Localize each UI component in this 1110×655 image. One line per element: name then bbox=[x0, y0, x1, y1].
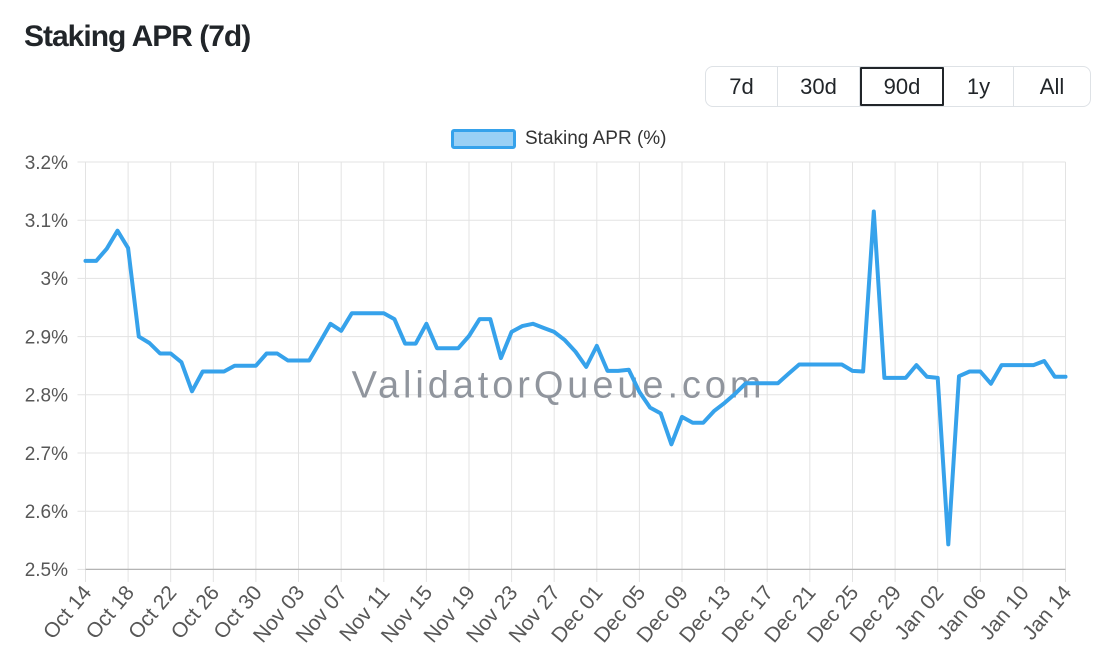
svg-text:2.5%: 2.5% bbox=[25, 560, 68, 581]
svg-text:2.9%: 2.9% bbox=[25, 327, 68, 348]
svg-text:2.7%: 2.7% bbox=[25, 444, 68, 465]
svg-text:2.8%: 2.8% bbox=[25, 386, 68, 407]
svg-text:3%: 3% bbox=[41, 269, 69, 290]
svg-text:3.1%: 3.1% bbox=[25, 211, 68, 232]
svg-text:ValidatorQueue.com: ValidatorQueue.com bbox=[352, 365, 766, 407]
svg-text:3.2%: 3.2% bbox=[25, 153, 68, 174]
svg-text:2.6%: 2.6% bbox=[25, 502, 68, 523]
